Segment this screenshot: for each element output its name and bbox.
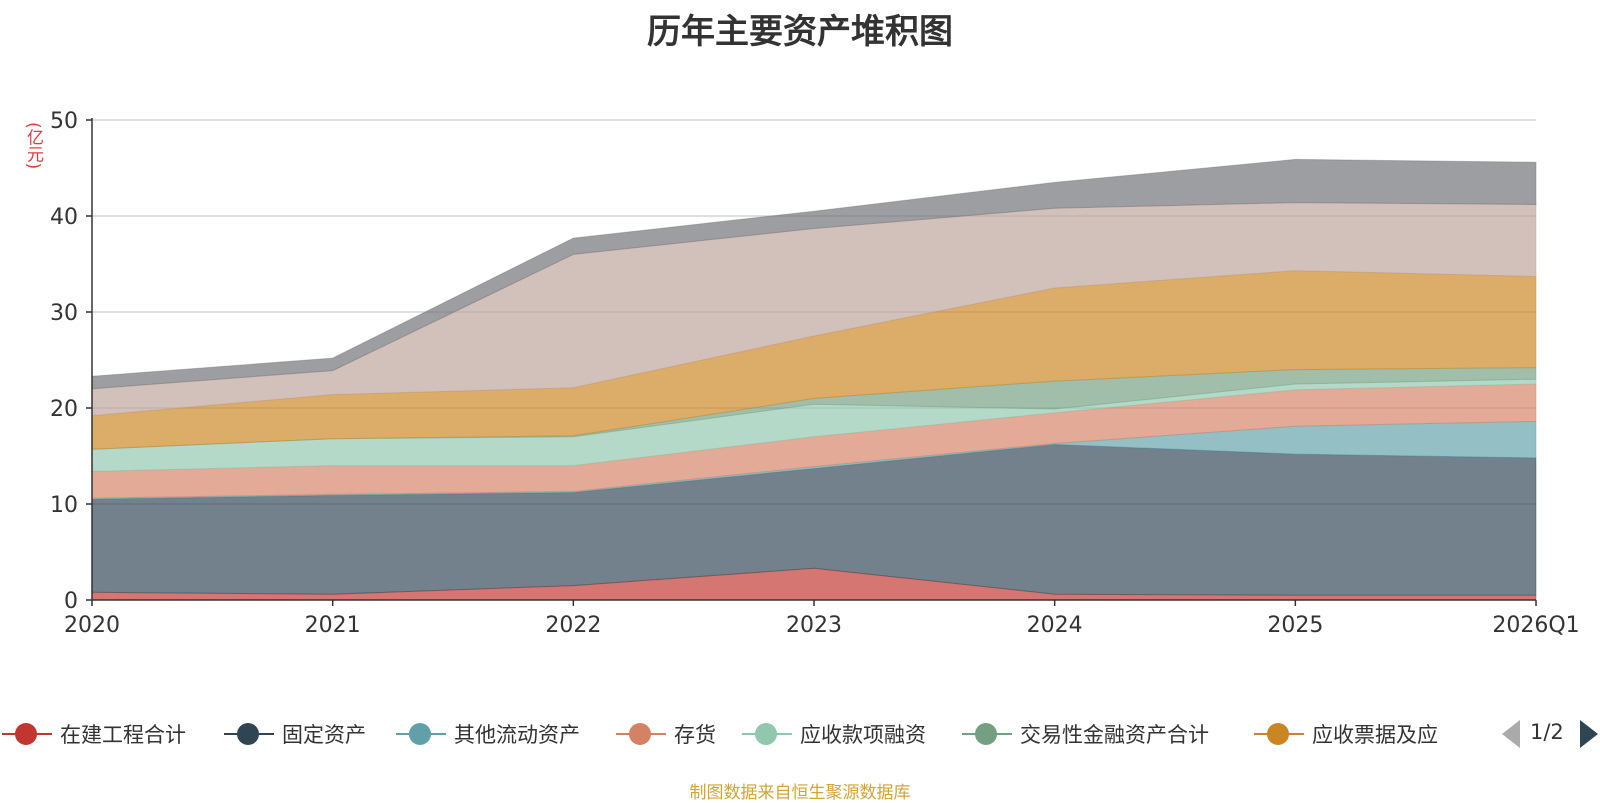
x-tick-label: 2024 — [1027, 613, 1083, 638]
legend-label: 交易性金融资产合计 — [1020, 723, 1209, 747]
legend-symbol-icon — [740, 718, 794, 750]
legend-symbol-icon — [0, 718, 54, 750]
legend-label: 其他流动资产 — [454, 723, 580, 747]
legend-symbol-icon — [222, 718, 276, 750]
legend-dot — [237, 723, 259, 745]
legend-dot — [1267, 723, 1289, 745]
legend-symbol-icon — [394, 718, 448, 750]
x-tick-label: 2020 — [64, 613, 120, 638]
legend-symbol-icon — [614, 718, 668, 750]
chevron-left-icon[interactable] — [1502, 720, 1520, 748]
y-tick-label: 50 — [50, 109, 78, 134]
legend-label: 应收票据及应 — [1312, 723, 1438, 747]
legend-dot — [755, 723, 777, 745]
y-axis-unit-label: (亿元) — [23, 122, 43, 170]
y-tick-label: 10 — [50, 493, 78, 518]
legend-item[interactable]: 其他流动资产 — [394, 718, 580, 750]
legend-pager: 1/2 — [1500, 716, 1600, 756]
tick-labels: 0 10 20 30 40 50 2020 2021 2022 2023 2024 2025 2026Q… — [50, 109, 1580, 638]
area-series — [91, 367, 1537, 450]
legend-item[interactable]: 交易性金融资产合计 — [960, 718, 1209, 750]
legend-symbol-icon — [1252, 718, 1306, 750]
axes — [86, 118, 1537, 606]
legend-page-indicator: 1/2 — [1530, 720, 1564, 744]
y-tick-label: 20 — [50, 397, 78, 422]
legend-label: 应收款项融资 — [800, 723, 926, 747]
x-tick-label: 2023 — [786, 613, 842, 638]
legend-label: 在建工程合计 — [60, 723, 186, 747]
legend-item[interactable]: 固定资产 — [222, 718, 366, 750]
area-series-layer — [91, 158, 1537, 601]
y-tick-label: 30 — [50, 301, 78, 326]
source-note: 制图数据来自恒生聚源数据库 — [689, 783, 911, 803]
area-series — [91, 420, 1537, 500]
legend-dot — [975, 723, 997, 745]
legend-item[interactable]: 应收票据及应 — [1252, 718, 1438, 750]
x-tick-label: 2026Q1 — [1492, 613, 1579, 638]
legend-dot — [15, 723, 37, 745]
y-tick-label: 0 — [64, 589, 78, 614]
x-tick-label: 2021 — [305, 613, 361, 638]
legend-item[interactable]: 应收款项融资 — [740, 718, 926, 750]
x-tick-label: 2022 — [545, 613, 601, 638]
legend-dot — [629, 723, 651, 745]
chart-title: 历年主要资产堆积图 — [647, 12, 953, 52]
legend-label: 固定资产 — [282, 723, 366, 747]
legend-dot — [409, 723, 431, 745]
chevron-right-icon[interactable] — [1580, 720, 1598, 748]
legend: 在建工程合计 固定资产 其他流动资产 存货 应收款项融资 交 — [0, 718, 1600, 758]
legend-symbol-icon — [960, 718, 1014, 750]
x-tick-label: 2025 — [1267, 613, 1323, 638]
y-tick-label: 40 — [50, 205, 78, 230]
legend-item[interactable]: 在建工程合计 — [0, 718, 186, 750]
area-series — [91, 158, 1537, 390]
legend-item[interactable]: 存货 — [614, 718, 716, 750]
legend-label: 存货 — [674, 723, 716, 747]
